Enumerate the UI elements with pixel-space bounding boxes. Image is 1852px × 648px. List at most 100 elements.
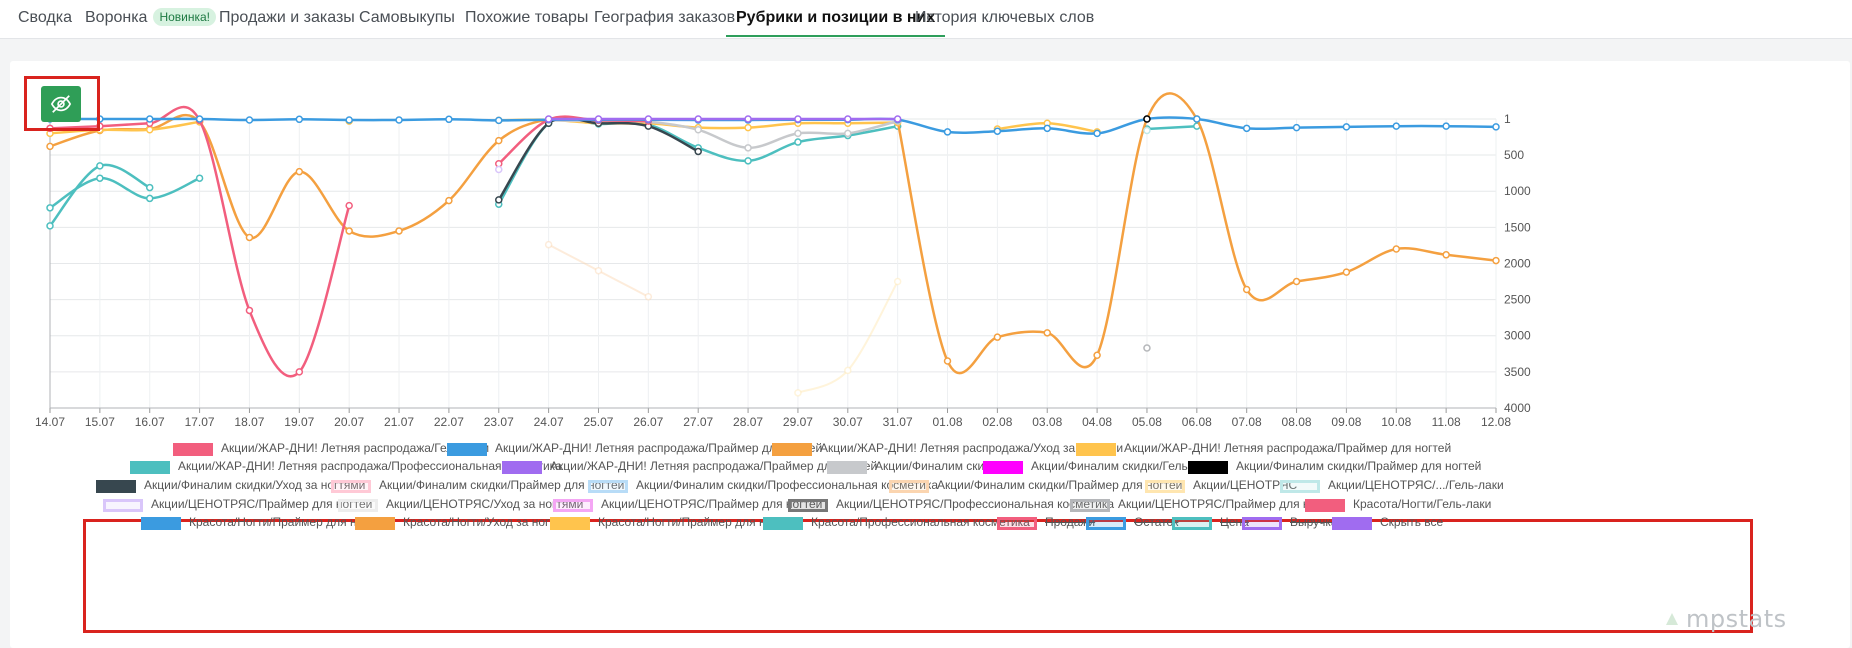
x-tick-label: 01.08 [933,415,963,429]
legend-swatch [889,480,929,493]
legend-swatch [588,480,628,493]
tab-order-geography[interactable]: География заказов [594,0,735,37]
legend-label: Акции/ЖАР-ДНИ! Летняя распродажа/Професс… [178,459,562,473]
legend-swatch [173,443,213,456]
series-point [495,196,503,204]
series-point [993,127,1002,135]
y-tick-label: 1 [1504,112,1511,126]
series-point [1292,277,1301,286]
legend-label: Выручка [1290,515,1338,529]
legend-label: Акции/Финалим скидки [875,459,1004,473]
series-point [1442,251,1450,259]
series-point [694,126,702,134]
series-point [844,129,852,138]
legend-swatch [1086,517,1126,530]
series-point [694,115,702,123]
legend-swatch [447,443,487,456]
legend-swatch [1188,461,1228,474]
legend-label: Красота/Ногти/Уход за ногтями [403,515,577,529]
legend-swatch [1076,443,1116,456]
series-point [844,115,852,123]
tab-self-purchases[interactable]: Самовыкупы [359,0,455,37]
y-tick-label: 3500 [1504,365,1531,379]
hide-series-button[interactable] [41,86,81,122]
tab-label: Похожие товары [465,9,589,26]
tab-label: Воронка [85,9,148,26]
series-point [46,204,54,212]
legend-label: Красота/Профессиональная косметика [811,515,1030,529]
legend-label: Красота/Ногти/Праймер для ногтей [189,515,387,529]
series-point [1093,351,1101,359]
x-tick-label: 30.07 [833,415,863,429]
tab-similar-products[interactable]: Похожие товары [465,0,588,37]
legend-swatch [763,517,803,530]
x-tick-label: 20.07 [334,415,364,429]
x-tick-label: 21.07 [384,415,414,429]
series-point [395,116,403,124]
x-tick-label: 18.07 [234,415,264,429]
series-point [245,233,254,242]
legend-swatch [997,517,1037,530]
series-point [195,174,204,182]
series-point [145,183,154,192]
legend-swatch [355,517,395,530]
x-tick-label: 02.08 [982,415,1012,429]
x-tick-label: 27.07 [683,415,713,429]
y-tick-label: 1000 [1504,184,1531,198]
series-point [1242,124,1251,133]
legend-label: Акции/ЦЕНОТРЯС/Праймер для ногтей [1118,497,1340,511]
series-point [1392,122,1401,130]
x-tick-label: 26.07 [633,415,663,429]
x-tick-label: 14.07 [35,415,65,429]
series-point [295,167,304,176]
new-badge: Новинка! [153,8,217,26]
series-point [744,157,752,165]
legend-label: Акции/ЦЕНОТРЯС/.../Гель-лаки [1328,478,1504,492]
legend-swatch [550,517,590,530]
legend-swatch [772,443,812,456]
tab-summary[interactable]: Сводка [18,0,72,37]
y-tick-label: 2500 [1504,293,1531,307]
x-tick-label: 04.08 [1082,415,1112,429]
legend-label: Акции/ЦЕНОТРЯС [1193,478,1298,492]
legend-swatch [983,461,1023,474]
series-point [544,115,553,123]
series-point [1242,285,1251,294]
legend-label: Красота/Ногти/Праймер для ногтей [598,515,796,529]
tab-sales-orders[interactable]: Продажи и заказы [219,0,355,37]
tab-label: Сводка [18,9,73,26]
tab-funnel[interactable]: Воронка Новинка! [85,0,217,37]
series-point [1143,126,1151,135]
x-tick-label: 19.07 [284,415,314,429]
series-point [544,240,553,249]
legend-label: Продажи [1045,515,1096,529]
legend-label: Акции/ЖАР-ДНИ! Летняя распродажа/Праймер… [495,441,823,455]
tab-label: История ключевых слов [915,9,1095,26]
logo-text: mpstats [1686,605,1787,633]
series-point [495,136,503,145]
series-point [794,129,802,138]
series-point [145,115,154,123]
series-point [445,196,453,205]
series-point [345,116,353,124]
series-point [1193,115,1201,123]
eye-off-icon [50,95,72,113]
series-point [844,366,852,375]
series-point [1442,122,1450,130]
x-tick-label: 07.08 [1232,415,1262,429]
legend-swatch [553,499,593,512]
tab-categories-positions[interactable]: Рубрики и позиции в них [726,0,946,37]
legend-swatch [827,461,867,474]
legend-swatch [331,480,371,493]
series-point [893,115,902,123]
series-point [1143,115,1151,123]
series-point [694,147,702,156]
series-point [96,162,104,170]
series-line [49,105,351,378]
tab-keyword-history[interactable]: История ключевых слов [915,0,1094,37]
x-tick-label: 16.07 [135,415,165,429]
x-tick-label: 28.07 [733,415,763,429]
series-point [195,115,204,123]
series-point [744,115,752,123]
